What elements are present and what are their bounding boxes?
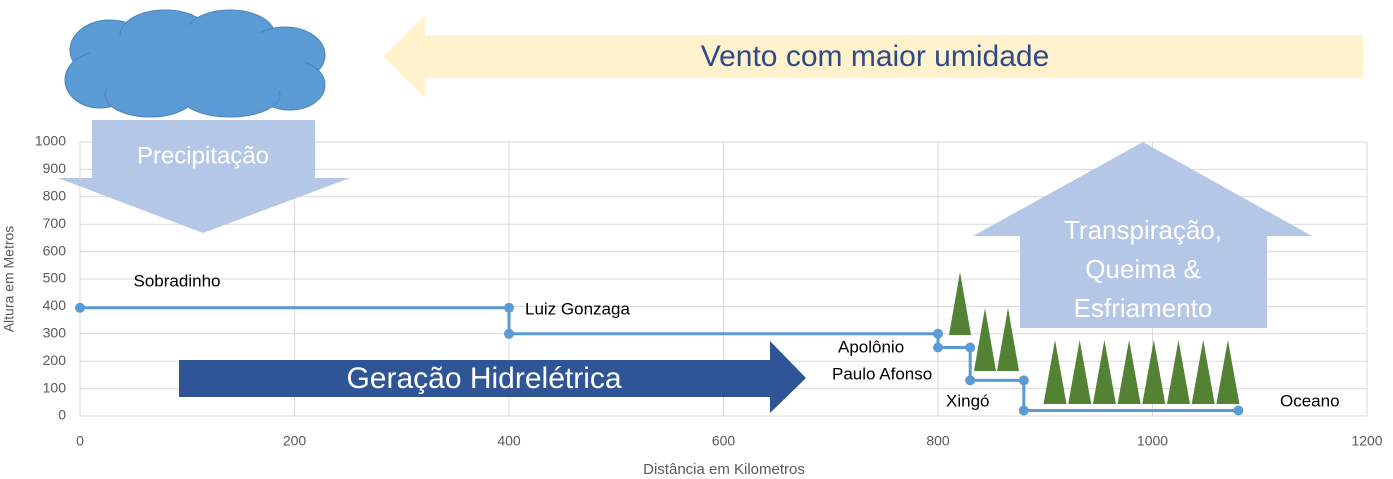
tree [974, 308, 996, 371]
y-tick-label: 600 [43, 242, 67, 258]
data-point [1018, 375, 1029, 386]
data-point [965, 375, 976, 386]
data-point [965, 342, 976, 353]
wind-label: Vento com maior umidade [701, 40, 1050, 73]
x-tick-label: 200 [283, 433, 307, 449]
transpiration-label: Esfriamento [1074, 293, 1213, 323]
data-point [933, 328, 943, 339]
y-axis-title: Altura em Metros [1, 226, 17, 333]
x-axis-title: Distância em Kilometros [643, 461, 805, 478]
annotation: Sobradinho [134, 271, 221, 290]
y-tick-label: 1000 [35, 133, 66, 149]
tree [997, 308, 1019, 371]
tree [1142, 340, 1166, 404]
data-line [80, 306, 1239, 413]
y-tick-label: 100 [43, 379, 67, 395]
generation-arrow [179, 341, 806, 413]
y-tick-label: 0 [58, 407, 66, 423]
y-tick-label: 900 [43, 160, 67, 176]
annotation: Xingó [946, 391, 989, 410]
x-tick-label: 0 [76, 433, 84, 449]
annotation: Apolônio [838, 337, 904, 356]
tree [1167, 340, 1190, 404]
precipitation-label: Precipitação [137, 142, 269, 169]
tree [1216, 340, 1240, 404]
tree [1117, 340, 1141, 404]
transpiration-arrow [973, 142, 1312, 328]
y-tick-label: 500 [43, 270, 67, 286]
data-point [1018, 405, 1029, 416]
x-tick-label: 800 [926, 433, 950, 449]
wind-arrow [383, 15, 1363, 98]
data-point [1233, 405, 1244, 416]
data-point [75, 302, 85, 313]
x-tick-label: 1200 [1351, 433, 1382, 449]
tree [1068, 340, 1092, 404]
x-tick-label: 600 [712, 433, 736, 449]
x-tick-label: 400 [497, 433, 521, 449]
y-tick-label: 200 [43, 352, 67, 368]
tree [949, 272, 971, 335]
tree [1043, 340, 1067, 404]
trees [949, 272, 1240, 404]
tree [1092, 340, 1116, 404]
transpiration-label: Queima & [1085, 254, 1201, 284]
tree [1191, 340, 1215, 404]
cloud [64, 9, 326, 118]
annotation: Paulo Afonso [832, 364, 932, 383]
data-point [933, 342, 943, 353]
y-tick-label: 300 [43, 325, 67, 341]
y-tick-label: 800 [43, 188, 67, 204]
generation-label: Geração Hidrelétrica [346, 362, 621, 395]
y-tick-label: 400 [43, 297, 67, 313]
y-tick-label: 700 [43, 215, 67, 231]
data-point [504, 302, 514, 313]
annotation: Oceano [1280, 391, 1340, 410]
annotation: Luiz Gonzaga [525, 299, 630, 318]
transpiration-label: Transpiração, [1064, 215, 1222, 245]
data-point [504, 328, 514, 339]
precipitation-arrow [58, 120, 350, 233]
x-tick-label: 1000 [1137, 433, 1168, 449]
